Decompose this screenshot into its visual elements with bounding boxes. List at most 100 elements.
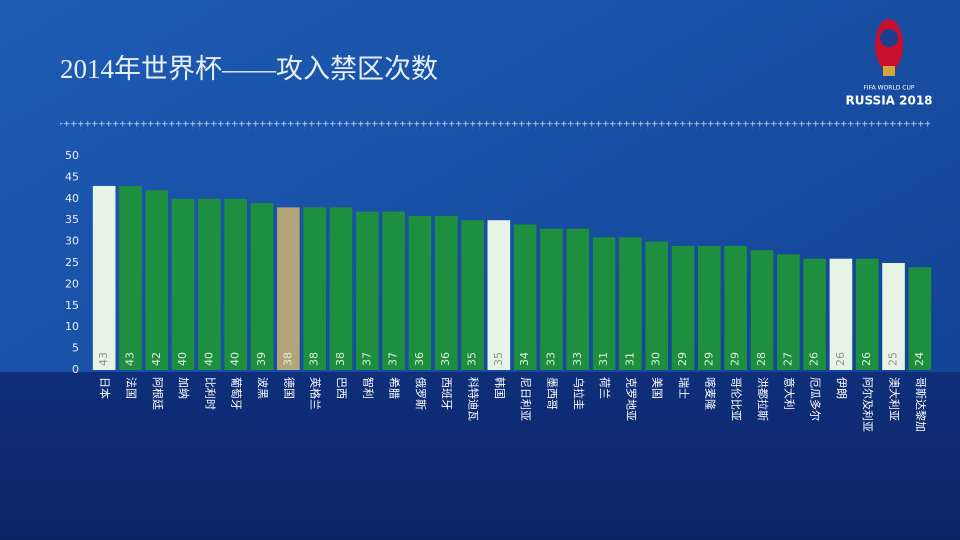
value-label: 39 [255,352,268,366]
value-label: 29 [729,352,742,366]
y-tick-label: 0 [72,363,79,376]
bar [277,207,300,370]
x-tick-label: 科特迪瓦 [467,377,481,421]
bar [566,228,590,370]
value-label: 43 [97,352,110,366]
x-tick-label: 英格兰 [309,377,323,410]
value-label: 29 [702,352,715,366]
x-tick-label: 韩国 [493,377,507,399]
value-label: 28 [755,352,768,366]
x-tick-label: 厄瓜多尔 [809,377,823,421]
value-label: 37 [360,352,373,366]
bar [92,185,116,370]
value-label: 43 [123,352,136,366]
bar [250,203,274,370]
bar [461,220,484,370]
x-tick-label: 阿根廷 [151,377,165,410]
x-tick-label: 阿尔及利亚 [861,377,874,432]
bar [750,250,774,370]
logo-text: FIFA WORLD CUP [863,85,914,92]
x-tick-label: 墨西哥 [545,377,558,410]
bar [171,198,195,370]
bar [434,215,458,370]
x-tick-label: 西班牙 [440,377,453,410]
value-label: 36 [413,352,426,366]
bar [355,211,379,370]
bar [329,207,353,370]
y-tick-label: 50 [65,149,79,162]
x-tick-label: 日本 [98,377,112,399]
value-label: 38 [308,352,321,366]
x-tick-label: 伊朗 [835,377,848,399]
x-tick-label: 荷兰 [598,377,611,399]
value-label: 40 [202,352,215,366]
x-tick-label: 克罗地亚 [624,377,637,421]
value-label: 31 [623,352,636,366]
x-tick-label: 澳大利亚 [888,377,902,421]
value-label: 26 [808,352,821,366]
value-label: 31 [597,352,610,366]
bar [540,228,563,370]
x-tick-label: 哥斯达黎加 [914,377,928,432]
value-label: 26 [834,352,847,366]
y-tick-label: 35 [65,213,79,226]
y-tick-label: 25 [65,256,79,269]
x-tick-label: 希腊 [388,377,402,399]
bar [776,254,800,370]
value-label: 35 [492,352,505,366]
label-panel [0,372,960,540]
x-tick-label: 德国 [282,377,296,399]
value-label: 40 [229,352,242,366]
bar [119,185,142,370]
x-tick-label: 瑞士 [677,377,691,399]
x-tick-label: 意大利 [782,377,796,410]
value-label: 33 [544,352,557,366]
value-label: 36 [439,352,452,366]
bar [198,198,221,370]
value-label: 33 [571,352,584,366]
x-tick-label: 哥伦比亚 [730,377,744,421]
x-tick-label: 智利 [361,377,375,399]
value-label: 40 [176,352,189,366]
bar [855,258,879,370]
bar [698,245,721,370]
value-label: 38 [334,352,347,366]
bar [671,245,695,370]
divider [60,121,930,129]
value-label: 34 [518,352,531,366]
value-label: 27 [781,352,794,366]
bar [513,224,537,370]
x-tick-label: 巴西 [335,377,348,399]
bar [619,237,642,370]
x-tick-label: 波黑 [256,377,269,399]
bar [829,258,853,370]
y-tick-label: 5 [72,342,79,355]
value-label: 24 [913,352,926,366]
bar [645,241,669,370]
x-tick-label: 比利时 [203,377,216,410]
x-tick-label: 乌拉圭 [572,377,586,410]
y-tick-label: 40 [65,192,79,205]
y-tick-label: 45 [65,170,79,183]
value-label: 35 [466,352,479,366]
x-tick-label: 美国 [651,377,664,399]
x-tick-label: 洪都拉斯 [756,377,770,421]
value-label: 26 [860,352,873,366]
value-label: 38 [281,352,294,366]
value-label: 42 [150,352,163,366]
bar [908,267,932,370]
bar [408,215,432,370]
bar [724,245,747,370]
bar [145,190,169,370]
chart-title: 2014年世界杯——攻入禁区次数 [60,54,438,84]
bar [303,207,326,370]
value-label: 30 [650,352,663,366]
bar [382,211,405,370]
y-tick-label: 30 [65,235,79,248]
x-tick-label: 法国 [124,377,138,399]
x-tick-label: 俄罗斯 [414,377,427,410]
value-label: 37 [387,352,400,366]
logo: FIFA WORLD CUP RUSSIA 2018 [845,19,933,108]
bar [592,237,616,370]
